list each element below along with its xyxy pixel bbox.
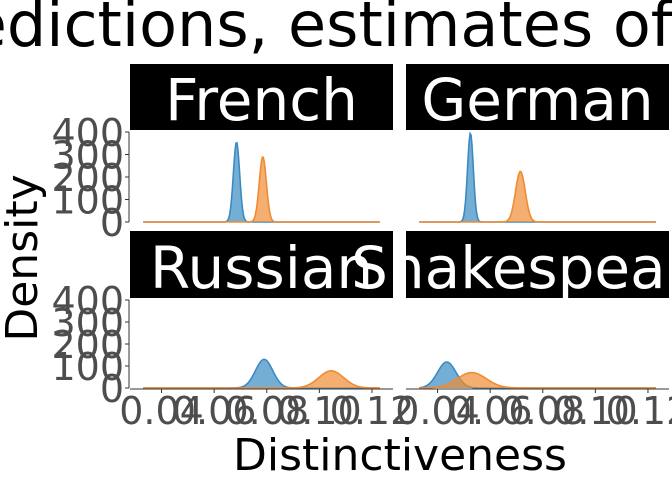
facet-strip-label: French xyxy=(165,66,358,134)
y-tick-label: 200 xyxy=(51,156,124,200)
y-tick-label: 300 xyxy=(51,301,124,345)
x-axis-label: Distinctiveness xyxy=(233,430,567,480)
facet-strip xyxy=(406,64,669,130)
density-line-orange xyxy=(143,156,380,223)
density-area-orange xyxy=(143,157,380,222)
y-tick-label: 200 xyxy=(51,323,124,367)
density-line-orange xyxy=(419,371,656,389)
density-line-orange xyxy=(143,370,380,389)
x-tick-label: 0.12 xyxy=(330,389,415,433)
x-tick-label: 0.06 xyxy=(448,389,533,433)
facet-strip xyxy=(406,231,669,298)
facet-strip-label: Russian xyxy=(150,234,373,302)
y-tick-label: 100 xyxy=(51,179,124,223)
x-tick-label: 0.08 xyxy=(500,389,585,433)
x-tick-label: 0.12 xyxy=(606,389,672,433)
y-tick-label: 300 xyxy=(51,134,124,178)
x-tick-label: 0.08 xyxy=(224,389,309,433)
density-area-orange xyxy=(143,370,380,388)
facet-strip xyxy=(130,64,393,130)
chart-title: Predictions, estimates of g xyxy=(0,0,672,61)
x-tick-label: 0.06 xyxy=(172,389,257,433)
y-tick-label: 400 xyxy=(51,111,124,155)
facet-strip xyxy=(130,231,393,298)
x-tick-label: 0.04 xyxy=(119,389,204,433)
x-tick-label: 0.10 xyxy=(277,389,362,433)
x-tick-label: 0.10 xyxy=(553,389,638,433)
density-area-orange xyxy=(419,372,656,388)
x-tick-label: 0.04 xyxy=(395,389,480,433)
y-tick-label: 400 xyxy=(51,279,124,323)
density-area-blue xyxy=(143,359,380,388)
facet-strip-label: Shakespeare xyxy=(351,234,672,302)
y-tick-label: 100 xyxy=(51,345,124,389)
y-tick-label: 0 xyxy=(100,367,124,411)
facet-strip-label: German xyxy=(421,66,653,134)
y-axis-label: Density xyxy=(0,174,48,341)
density-line-orange xyxy=(419,170,656,223)
y-tick-label: 0 xyxy=(100,201,124,245)
